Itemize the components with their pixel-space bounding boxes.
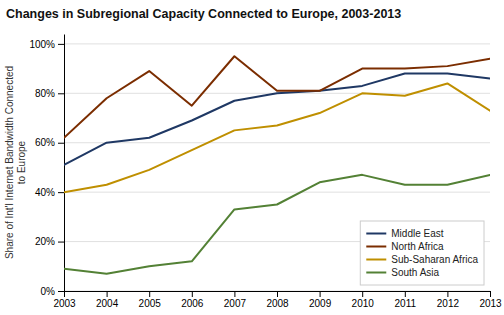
x-tick-label: 2003 bbox=[53, 298, 76, 309]
x-tick-label: 2007 bbox=[224, 298, 247, 309]
legend-swatch bbox=[366, 246, 386, 248]
x-tick: 2012 bbox=[437, 291, 460, 309]
y-tick-mark bbox=[58, 143, 64, 144]
y-axis: 0% 20% 40% 60% 80% 100% bbox=[29, 35, 64, 297]
series-line bbox=[64, 83, 490, 192]
x-tick-mark bbox=[64, 291, 65, 297]
legend-label: North Africa bbox=[391, 241, 444, 252]
y-tick-label: 40% bbox=[35, 187, 55, 198]
title: Changes in Subregional Capacity Connecte… bbox=[6, 7, 401, 21]
y-tick-label: 0% bbox=[41, 286, 56, 297]
legend-swatch bbox=[366, 259, 386, 261]
x-tick-label: 2004 bbox=[96, 298, 119, 309]
x-tick-mark bbox=[107, 291, 108, 297]
legend-label: Middle East bbox=[391, 228, 443, 239]
x-tick-mark bbox=[490, 291, 491, 297]
x-tick-mark bbox=[320, 291, 321, 297]
x-tick: 2005 bbox=[139, 291, 162, 309]
y-tick-mark bbox=[58, 242, 64, 243]
chart-svg: 2003 2004 2005 2006 2007 2008 2009 2010 2011 2012… bbox=[0, 0, 504, 315]
grid bbox=[64, 44, 490, 291]
y-tick-mark bbox=[58, 192, 64, 193]
x-tick: 2010 bbox=[352, 291, 375, 309]
x-tick-mark bbox=[277, 291, 278, 297]
y-tick: 20% bbox=[35, 236, 64, 247]
plot-area: 2003 2004 2005 2006 2007 2008 2009 2010 2011 2012… bbox=[29, 35, 502, 310]
y-axis-line bbox=[64, 35, 65, 292]
x-tick: 2013 bbox=[479, 291, 502, 309]
x-tick: 2011 bbox=[395, 291, 417, 309]
x-tick-mark bbox=[447, 291, 448, 297]
x-tick-mark bbox=[405, 291, 406, 297]
y-tick: 40% bbox=[35, 187, 64, 198]
chart-container: 2003 2004 2005 2006 2007 2008 2009 2010 2011 2012… bbox=[0, 0, 504, 315]
y-tick: 0% bbox=[41, 286, 64, 297]
y-tick: 100% bbox=[29, 39, 64, 50]
marks bbox=[64, 56, 490, 273]
x-tick: 2009 bbox=[309, 291, 332, 309]
y-tick: 60% bbox=[35, 137, 64, 148]
x-tick-label: 2005 bbox=[139, 298, 162, 309]
legend: Middle East North Africa Sub-Saharan Afric… bbox=[360, 221, 484, 285]
x-tick: 2008 bbox=[266, 291, 289, 309]
y-tick-label: 80% bbox=[35, 88, 55, 99]
y-tick-label: 100% bbox=[29, 39, 55, 50]
series-line bbox=[64, 74, 490, 165]
y-tick-mark bbox=[58, 44, 64, 45]
y-axis-title: Share of Int'l Internet Bandwidth Connec… bbox=[4, 66, 27, 259]
x-tick: 2003 bbox=[53, 291, 76, 309]
legend-label: Sub-Saharan Africa bbox=[391, 254, 478, 265]
y-tick-mark bbox=[58, 93, 64, 94]
x-tick-label: 2006 bbox=[181, 298, 204, 309]
x-tick: 2007 bbox=[224, 291, 247, 309]
x-tick-mark bbox=[362, 291, 363, 297]
x-tick-label: 2012 bbox=[437, 298, 460, 309]
grid-line bbox=[64, 43, 490, 44]
y-axis-title-line: Share of Int'l Internet Bandwidth Connec… bbox=[4, 66, 15, 259]
y-tick-mark bbox=[58, 291, 64, 292]
y-tick-label: 60% bbox=[35, 137, 55, 148]
x-tick: 2004 bbox=[96, 291, 119, 309]
grid-line bbox=[64, 142, 490, 143]
x-tick: 2006 bbox=[181, 291, 204, 309]
grid-line bbox=[64, 192, 490, 193]
x-tick-label: 2011 bbox=[395, 298, 417, 309]
x-tick-label: 2008 bbox=[266, 298, 289, 309]
x-axis: 2003 2004 2005 2006 2007 2008 2009 2010 2011 2012… bbox=[53, 291, 502, 309]
y-tick: 80% bbox=[35, 88, 64, 99]
x-tick-label: 2013 bbox=[479, 298, 502, 309]
legend-label: South Asia bbox=[391, 267, 439, 278]
y-tick-label: 20% bbox=[35, 236, 55, 247]
legend-swatch bbox=[366, 233, 386, 235]
legend-swatch bbox=[366, 272, 386, 274]
x-tick-mark bbox=[192, 291, 193, 297]
x-tick-label: 2009 bbox=[309, 298, 332, 309]
legend-box bbox=[360, 221, 484, 285]
x-tick-mark bbox=[149, 291, 150, 297]
y-axis-title-line: to Europe bbox=[16, 140, 27, 184]
x-tick-label: 2010 bbox=[352, 298, 375, 309]
x-tick-mark bbox=[234, 291, 235, 297]
